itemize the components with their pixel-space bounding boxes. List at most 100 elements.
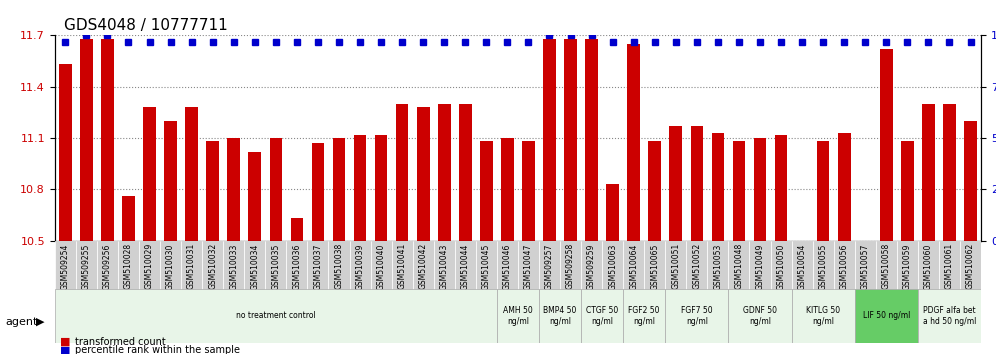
FancyBboxPatch shape [497,289,539,343]
FancyBboxPatch shape [497,241,518,290]
Bar [627,44,640,241]
Text: GSM510037: GSM510037 [314,243,323,290]
Bar [754,138,766,241]
FancyBboxPatch shape [329,241,350,290]
Bar [102,39,114,241]
Text: GSM510053: GSM510053 [713,243,722,290]
Bar [459,104,472,241]
FancyBboxPatch shape [771,241,792,290]
FancyBboxPatch shape [623,241,644,290]
Text: GSM510058: GSM510058 [881,243,890,290]
Text: FGF2 50
ng/ml: FGF2 50 ng/ml [628,306,660,326]
FancyBboxPatch shape [896,241,918,290]
Text: agent: agent [5,317,38,327]
Bar [395,104,408,241]
Text: GDNF 50
ng/ml: GDNF 50 ng/ml [743,306,777,326]
Bar [312,143,325,241]
FancyBboxPatch shape [308,241,329,290]
Text: AMH 50
ng/ml: AMH 50 ng/ml [503,306,533,326]
Bar [733,142,745,241]
Text: GSM509256: GSM509256 [103,243,112,290]
Bar [354,135,367,241]
Text: GSM509257: GSM509257 [545,243,554,290]
FancyBboxPatch shape [244,241,265,290]
Bar [522,142,535,241]
Text: GSM510055: GSM510055 [819,243,828,290]
Bar [80,39,93,241]
FancyBboxPatch shape [792,289,855,343]
Bar [227,138,240,241]
Text: GSM510057: GSM510057 [861,243,870,290]
FancyBboxPatch shape [118,241,139,290]
FancyBboxPatch shape [139,241,160,290]
Bar [206,142,219,241]
Text: ▶: ▶ [36,317,45,327]
Text: GSM510035: GSM510035 [271,243,280,290]
Text: GSM510042: GSM510042 [418,243,427,290]
Text: BMP4 50
ng/ml: BMP4 50 ng/ml [544,306,577,326]
FancyBboxPatch shape [939,241,960,290]
Bar [711,133,724,241]
Bar [248,152,261,241]
Text: GSM510028: GSM510028 [124,243,132,289]
Text: GSM509255: GSM509255 [82,243,91,290]
Text: GSM509258: GSM509258 [566,243,575,290]
Text: GSM510052: GSM510052 [692,243,701,290]
Bar [543,39,556,241]
FancyBboxPatch shape [371,241,391,290]
Text: GSM510050: GSM510050 [777,243,786,290]
Text: GSM510046: GSM510046 [503,243,512,290]
FancyBboxPatch shape [875,241,896,290]
Text: GSM510061: GSM510061 [945,243,954,290]
FancyBboxPatch shape [728,241,750,290]
Bar [648,142,661,241]
Text: GSM510032: GSM510032 [208,243,217,290]
FancyBboxPatch shape [560,241,581,290]
FancyBboxPatch shape [476,241,497,290]
Bar [123,196,134,241]
FancyBboxPatch shape [834,241,855,290]
Text: GSM510060: GSM510060 [924,243,933,290]
Bar [417,107,429,241]
Text: GSM510034: GSM510034 [250,243,259,290]
Text: GSM510043: GSM510043 [440,243,449,290]
FancyBboxPatch shape [750,241,771,290]
Bar [775,135,788,241]
FancyBboxPatch shape [160,241,181,290]
FancyBboxPatch shape [223,241,244,290]
Text: ■: ■ [60,346,71,354]
Text: GSM510054: GSM510054 [798,243,807,290]
Bar [586,39,598,241]
FancyBboxPatch shape [728,289,792,343]
Text: no treatment control: no treatment control [236,312,316,320]
Text: GSM510041: GSM510041 [397,243,406,290]
FancyBboxPatch shape [960,241,981,290]
Text: GSM510062: GSM510062 [966,243,975,290]
Text: GSM510040: GSM510040 [376,243,385,290]
Bar [185,107,198,241]
Text: GDS4048 / 10777711: GDS4048 / 10777711 [64,18,228,33]
Bar [480,142,493,241]
Text: GSM510029: GSM510029 [145,243,154,290]
Bar [438,104,450,241]
FancyBboxPatch shape [855,241,875,290]
FancyBboxPatch shape [686,241,707,290]
Bar [59,64,72,241]
Text: GSM509259: GSM509259 [587,243,596,290]
Bar [669,126,682,241]
Text: GSM509254: GSM509254 [61,243,70,290]
Text: GSM510063: GSM510063 [609,243,618,290]
Text: GSM510030: GSM510030 [166,243,175,290]
Text: GSM510048: GSM510048 [734,243,743,290]
FancyBboxPatch shape [433,241,455,290]
Bar [333,138,346,241]
FancyBboxPatch shape [581,241,603,290]
Bar [817,142,830,241]
FancyBboxPatch shape [707,241,728,290]
FancyBboxPatch shape [665,289,728,343]
FancyBboxPatch shape [518,241,539,290]
FancyBboxPatch shape [918,289,981,343]
Text: GSM510051: GSM510051 [671,243,680,290]
Bar [901,142,913,241]
Bar [607,184,619,241]
